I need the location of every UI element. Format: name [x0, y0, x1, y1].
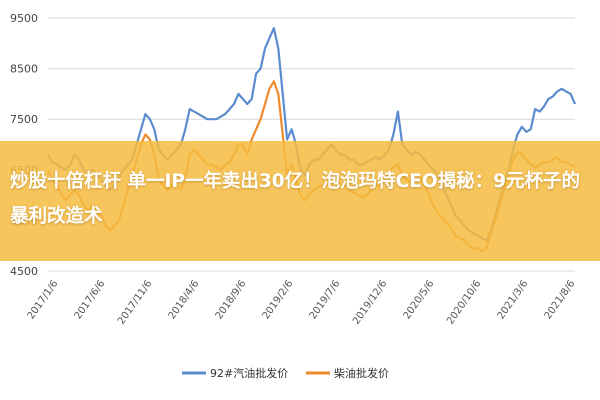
y-tick-label: 7500: [10, 113, 38, 126]
banner-headline[interactable]: 炒股十倍杠杆 单一IP一年卖出30亿！泡泡玛特CEO揭秘：9元杯子的暴利改造术: [10, 171, 580, 227]
legend-label-gasoline: 92#汽油批发价: [210, 366, 288, 380]
x-tick-label: 2019/12/6: [351, 278, 389, 326]
x-tick-label: 2021/3/6: [496, 278, 531, 321]
x-tick-label: 2019/7/6: [308, 278, 343, 321]
x-tick-label: 2017/1/6: [26, 278, 61, 321]
legend-label-diesel: 柴油批发价: [334, 366, 389, 380]
overlay-banner: 炒股十倍杠杆 单一IP一年卖出30亿！泡泡玛特CEO揭秘：9元杯子的暴利改造术: [0, 141, 600, 261]
y-tick-label: 4500: [10, 265, 38, 278]
x-tick-label: 2020/5/6: [402, 278, 437, 321]
x-tick-label: 2018/4/6: [167, 278, 202, 321]
x-tick-label: 2021/8/6: [543, 278, 578, 321]
legend: 92#汽油批发价 柴油批发价: [182, 366, 389, 380]
x-tick-label: 2019/2/6: [261, 278, 296, 321]
x-axis-ticks: 2017/1/6 2017/6/6 2017/11/6 2018/4/6 2018/9/…: [26, 278, 578, 326]
x-tick-label: 2018/9/6: [214, 278, 249, 321]
y-tick-label: 9500: [10, 12, 38, 25]
x-tick-label: 2020/10/6: [445, 278, 483, 326]
x-tick-label: 2017/6/6: [73, 278, 108, 321]
x-tick-label: 2017/11/6: [116, 278, 154, 326]
y-tick-label: 8500: [10, 63, 38, 76]
